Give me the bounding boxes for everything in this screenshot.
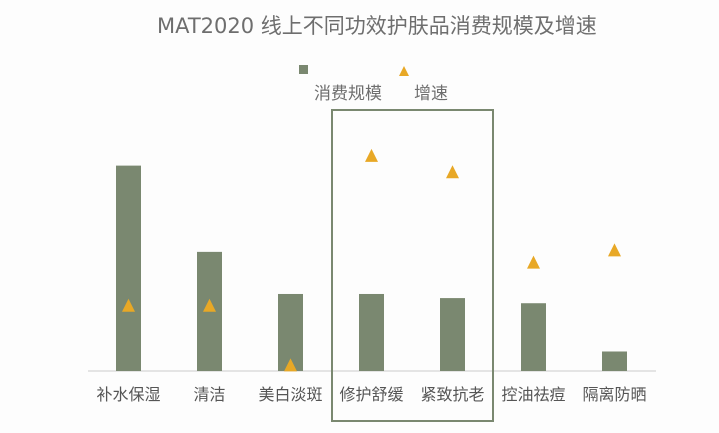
x-tick-label: 隔离防晒 [582, 385, 646, 404]
legend-label-bar: 消费规模 [314, 84, 382, 104]
x-tick-label: 美白淡斑 [258, 385, 322, 404]
x-tick-label: 紧致抗老 [420, 385, 484, 404]
growth-marker-6 [527, 255, 540, 269]
chart-title: MAT2020 线上不同功效护肤品消费规模及增速 [157, 14, 597, 38]
legend-label-triangle: 增速 [414, 84, 448, 104]
growth-marker-3 [284, 358, 297, 372]
growth-marker-1 [122, 298, 135, 312]
x-tick-label: 补水保湿 [96, 385, 160, 404]
bar-5 [440, 298, 465, 371]
growth-marker-5 [446, 165, 459, 179]
bar-6 [521, 303, 546, 371]
bar-1 [116, 165, 141, 371]
bar-3 [278, 293, 303, 371]
bar-4 [359, 293, 384, 371]
chart-marks [116, 148, 627, 372]
legend-bar-swatch [299, 65, 308, 74]
x-tick-label: 修护舒缓 [339, 385, 403, 404]
x-tick-label: 清洁 [193, 385, 225, 404]
growth-marker-7 [608, 243, 621, 257]
growth-marker-4 [365, 148, 378, 162]
legend-triangle-swatch [399, 66, 409, 76]
bar-7 [602, 351, 627, 371]
growth-marker-2 [203, 298, 216, 312]
x-tick-label: 控油祛痘 [501, 385, 565, 404]
legend: 消费规模 增速 [299, 65, 448, 104]
highlight-box [331, 109, 494, 422]
x-tick-labels: 补水保湿 清洁 美白淡斑 修护舒缓 紧致抗老 控油祛痘 隔离防晒 [96, 385, 646, 404]
